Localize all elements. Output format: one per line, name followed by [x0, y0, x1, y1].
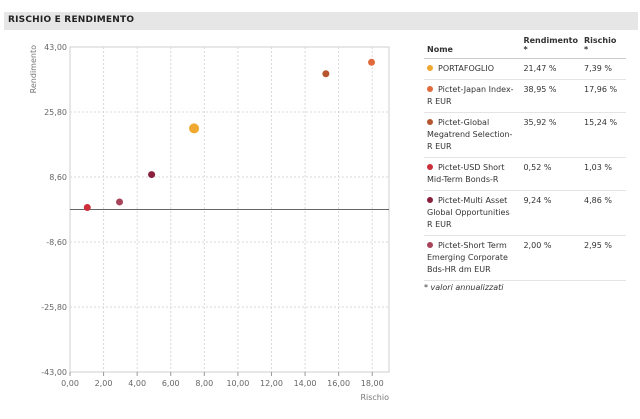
header-rendimento[interactable]: Rendimento *: [520, 33, 581, 59]
cell-rendimento: 38,95 %: [520, 79, 581, 113]
x-tick-label: 12,00: [260, 379, 283, 388]
cell-name: Pictet-Short Term Emerging Corporate Bds…: [424, 235, 521, 281]
x-tick-label: 6,00: [162, 379, 180, 388]
table-row[interactable]: Pictet-Short Term Emerging Corporate Bds…: [424, 235, 626, 281]
cell-name: Pictet-Global Megatrend Selection-R EUR: [424, 112, 521, 158]
x-tick-label: 18,00: [361, 379, 384, 388]
data-point: [148, 171, 156, 179]
cell-name: Pictet-USD Short Mid-Term Bonds-R: [424, 157, 521, 191]
cell-name: Pictet-Multi Asset Global Opportunities …: [424, 190, 521, 236]
x-tick-label: 10,00: [226, 379, 249, 388]
fund-name: Pictet-Short Term Emerging Corporate Bds…: [427, 241, 508, 274]
fund-name: Pictet-Multi Asset Global Opportunities …: [427, 196, 510, 229]
fund-name: PORTAFOGLIO: [438, 64, 495, 73]
funds-table-container: Nome Rendimento * Rischio * PORTAFOGLIO 2…: [424, 33, 626, 292]
footnote: * valori annualizzati: [424, 283, 504, 292]
y-tick-label: -8,60: [46, 238, 67, 247]
fund-name: Pictet-USD Short Mid-Term Bonds-R: [427, 163, 505, 184]
cell-rischio: 2,95 %: [581, 235, 626, 281]
fund-name: Pictet-Japan Index-R EUR: [427, 85, 514, 106]
data-point: [116, 198, 124, 206]
funds-table: Nome Rendimento * Rischio * PORTAFOGLIO 2…: [424, 33, 626, 281]
x-tick-label: 14,00: [294, 379, 317, 388]
risk-return-chart: 0,00 2,00 4,00 6,00 8,00 10,00 12,00 14,00 16,00…: [29, 43, 390, 402]
x-axis-label: Rischio: [360, 393, 389, 402]
series-color-dot-icon: [427, 86, 433, 92]
series-color-dot-icon: [427, 65, 433, 71]
table-row[interactable]: Pictet-Multi Asset Global Opportunities …: [424, 190, 626, 236]
cell-name: PORTAFOGLIO: [424, 58, 521, 80]
fund-name: Pictet-Global Megatrend Selection-R EUR: [427, 118, 513, 151]
cell-name: Pictet-Japan Index-R EUR: [424, 79, 521, 113]
table-row[interactable]: Pictet-USD Short Mid-Term Bonds-R 0,52 % 1…: [424, 157, 626, 191]
table-row[interactable]: PORTAFOGLIO 21,47 % 7,39 %: [424, 58, 626, 80]
cell-rendimento: 21,47 %: [520, 58, 581, 80]
x-tick-label: 4,00: [128, 379, 146, 388]
y-tick-label: -25,80: [41, 303, 67, 312]
series-color-dot-icon: [427, 119, 433, 125]
table-row[interactable]: Pictet-Global Megatrend Selection-R EUR 3…: [424, 112, 626, 158]
y-tick-label: 8,60: [49, 173, 67, 182]
data-point: [322, 70, 330, 78]
x-tick-label: 2,00: [95, 379, 113, 388]
x-tick-label: 8,00: [195, 379, 213, 388]
y-axis-label: Rendimento: [29, 45, 38, 93]
cell-rischio: 1,03 %: [581, 157, 626, 191]
data-point: [83, 204, 91, 212]
series-color-dot-icon: [427, 197, 433, 203]
table-header-row: Nome Rendimento * Rischio *: [424, 33, 626, 59]
y-tick-label: 25,80: [44, 108, 67, 117]
cell-rendimento: 35,92 %: [520, 112, 581, 158]
cell-rendimento: 2,00 %: [520, 235, 581, 281]
cell-rischio: 15,24 %: [581, 112, 626, 158]
cell-rischio: 7,39 %: [581, 58, 626, 80]
cell-rendimento: 9,24 %: [520, 190, 581, 236]
cell-rendimento: 0,52 %: [520, 157, 581, 191]
series-color-dot-icon: [427, 164, 433, 170]
cell-rischio: 4,86 %: [581, 190, 626, 236]
header-nome[interactable]: Nome: [424, 33, 521, 59]
x-tick-label: 16,00: [327, 379, 350, 388]
data-point: [189, 123, 200, 134]
y-tick-label: 43,00: [44, 43, 67, 52]
header-rischio[interactable]: Rischio *: [581, 33, 626, 59]
series-color-dot-icon: [427, 242, 433, 248]
section-title: RISCHIO E RENDIMENTO: [8, 15, 135, 25]
x-tick-label: 0,00: [61, 379, 79, 388]
y-tick-label: -43,00: [41, 368, 67, 377]
table-row[interactable]: Pictet-Japan Index-R EUR 38,95 % 17,96 %: [424, 79, 626, 113]
cell-rischio: 17,96 %: [581, 79, 626, 113]
data-point: [368, 58, 376, 66]
section-header: RISCHIO E RENDIMENTO: [4, 12, 638, 30]
